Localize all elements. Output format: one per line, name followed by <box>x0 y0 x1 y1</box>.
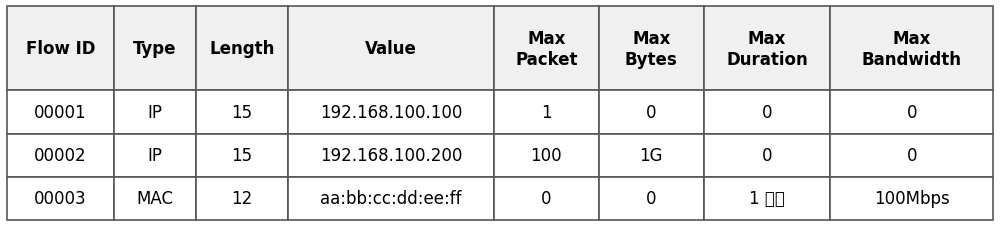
Text: 15: 15 <box>231 146 252 164</box>
Bar <box>7 134 114 177</box>
Text: aa:bb:cc:dd:ee:ff: aa:bb:cc:dd:ee:ff <box>320 190 462 207</box>
Bar <box>494 177 599 220</box>
Bar <box>196 7 288 91</box>
Text: Max
Duration: Max Duration <box>726 30 808 68</box>
Text: 1 小时: 1 小时 <box>749 190 785 207</box>
Bar <box>704 177 830 220</box>
Text: IP: IP <box>147 146 162 164</box>
Text: IP: IP <box>147 104 162 121</box>
Bar <box>196 134 288 177</box>
Text: 192.168.100.100: 192.168.100.100 <box>320 104 462 121</box>
Bar <box>494 134 599 177</box>
Text: 00003: 00003 <box>34 190 87 207</box>
Bar <box>704 91 830 134</box>
Bar <box>288 134 494 177</box>
Text: 0: 0 <box>906 104 917 121</box>
Bar <box>288 177 494 220</box>
Text: 00002: 00002 <box>34 146 87 164</box>
Text: 12: 12 <box>231 190 253 207</box>
Text: 0: 0 <box>762 146 772 164</box>
Text: Value: Value <box>365 40 417 58</box>
Bar <box>114 91 196 134</box>
Bar <box>599 91 704 134</box>
Text: 0: 0 <box>762 104 772 121</box>
Text: Max
Bytes: Max Bytes <box>625 30 678 68</box>
Bar <box>7 91 114 134</box>
Text: 00001: 00001 <box>34 104 87 121</box>
Text: 0: 0 <box>646 104 657 121</box>
Text: Max
Bandwidth: Max Bandwidth <box>862 30 962 68</box>
Bar <box>7 177 114 220</box>
Text: Flow ID: Flow ID <box>26 40 95 58</box>
Text: 0: 0 <box>541 190 552 207</box>
Bar <box>196 91 288 134</box>
Bar <box>494 7 599 91</box>
Bar <box>830 91 993 134</box>
Bar <box>114 177 196 220</box>
Text: Max
Packet: Max Packet <box>515 30 578 68</box>
Bar <box>494 91 599 134</box>
Bar <box>7 7 114 91</box>
Bar <box>599 177 704 220</box>
Text: 100Mbps: 100Mbps <box>874 190 950 207</box>
Text: 1: 1 <box>541 104 552 121</box>
Bar <box>288 7 494 91</box>
Bar <box>288 91 494 134</box>
Text: 0: 0 <box>646 190 657 207</box>
Bar <box>704 7 830 91</box>
Bar <box>830 177 993 220</box>
Bar <box>114 7 196 91</box>
Text: Length: Length <box>209 40 275 58</box>
Bar <box>704 134 830 177</box>
Bar <box>114 134 196 177</box>
Text: 15: 15 <box>231 104 252 121</box>
Bar <box>830 134 993 177</box>
Text: 1G: 1G <box>640 146 663 164</box>
Bar <box>830 7 993 91</box>
Bar <box>196 177 288 220</box>
Text: MAC: MAC <box>136 190 173 207</box>
Text: 192.168.100.200: 192.168.100.200 <box>320 146 462 164</box>
Text: 100: 100 <box>530 146 562 164</box>
Text: Type: Type <box>133 40 177 58</box>
Bar <box>599 7 704 91</box>
Bar <box>599 134 704 177</box>
Text: 0: 0 <box>906 146 917 164</box>
